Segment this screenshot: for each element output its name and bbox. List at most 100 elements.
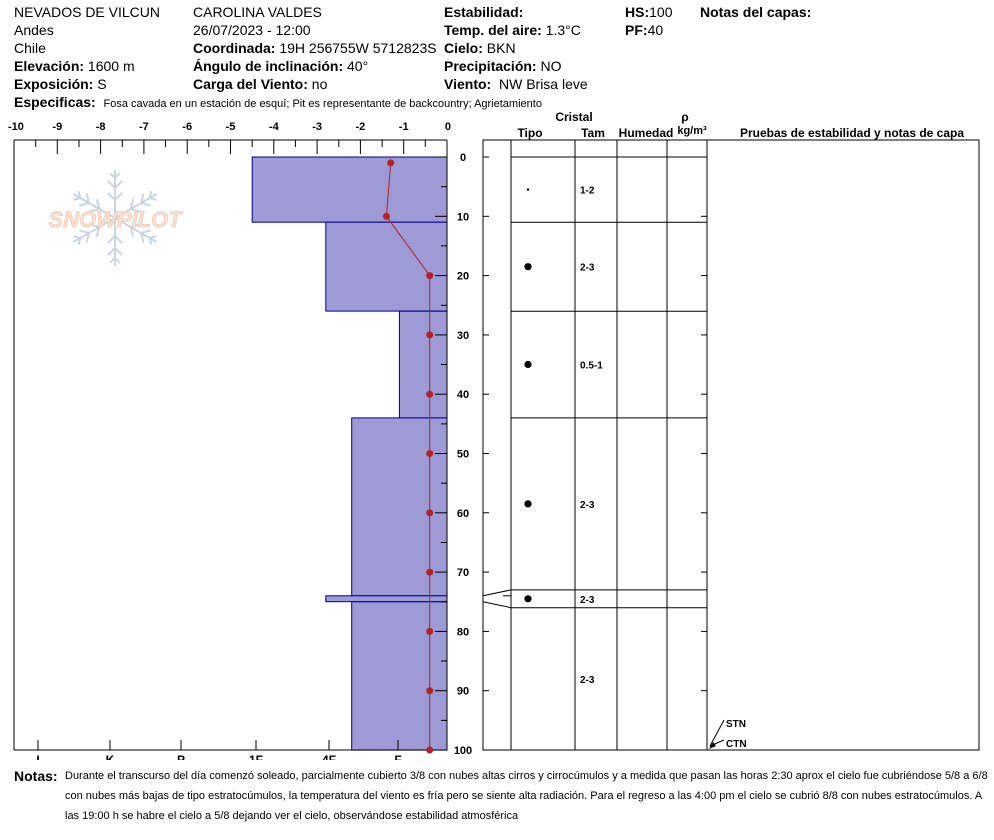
logo-flake-branch bbox=[149, 235, 157, 239]
hardness-tick-label: P bbox=[177, 753, 185, 760]
specifics: Especificas: Fosa cavada en un estación … bbox=[14, 94, 542, 110]
logo-flake-branch bbox=[85, 193, 90, 204]
pf-label: PF: bbox=[625, 22, 648, 38]
grain-size-label: 0.5-1 bbox=[580, 361, 603, 372]
hs-value: 100 bbox=[649, 4, 673, 20]
grain-type-symbol bbox=[524, 595, 532, 603]
logo-flake-branch bbox=[148, 190, 153, 199]
grain-type-symbol bbox=[524, 360, 532, 369]
sky-cover: Cielo: BKN bbox=[444, 40, 516, 56]
temp-tick-label: -5 bbox=[226, 121, 236, 133]
elevation: Elevación: 1600 m bbox=[14, 58, 135, 74]
logo-flake-branch bbox=[89, 223, 100, 228]
logo-flake-branch bbox=[140, 193, 145, 204]
observation-datetime: 26/07/2023 - 12:00 bbox=[193, 22, 311, 38]
logo-flake-branch bbox=[107, 192, 116, 201]
elevation-label: Elevación: bbox=[14, 58, 85, 74]
hardness-bar bbox=[351, 601, 448, 751]
incline-label: Ángulo de inclinación: bbox=[193, 58, 344, 74]
logo-flake-branch bbox=[140, 202, 151, 207]
depth-tick-label: 100 bbox=[454, 745, 472, 757]
coordinates: Coordinada: 19H 256755W 5712823S bbox=[193, 40, 437, 56]
temp-tick-label: -8 bbox=[96, 121, 106, 133]
temperature-point bbox=[426, 627, 434, 635]
logo-flake-branch bbox=[95, 226, 101, 237]
temp-tick-label: -9 bbox=[52, 121, 62, 133]
logo-text: SNOWPILOT bbox=[48, 207, 183, 232]
depth-tick-label: 80 bbox=[457, 626, 469, 638]
sky-value: BKN bbox=[486, 40, 516, 56]
incline-value: 40° bbox=[347, 58, 369, 74]
precip-value: NO bbox=[540, 58, 562, 74]
depth-tick-label: 30 bbox=[457, 330, 469, 342]
logo-flake-branch bbox=[79, 202, 90, 207]
country: Chile bbox=[14, 40, 46, 56]
temperature-point bbox=[426, 687, 434, 695]
wind-value: NW Brisa leve bbox=[498, 76, 588, 92]
col-header-humedad: Humedad bbox=[619, 126, 674, 140]
snow-height: HS:100 bbox=[625, 4, 672, 20]
specifics-label: Especificas: bbox=[14, 94, 96, 110]
logo-flake-branch bbox=[109, 257, 116, 264]
depth-tick-label: 70 bbox=[457, 567, 469, 579]
temp-tick-label: -3 bbox=[312, 121, 322, 133]
hardness-tick-label: I bbox=[36, 753, 39, 760]
logo-flake-branch bbox=[114, 180, 123, 189]
temp-tick-label: 0 bbox=[445, 121, 451, 133]
logo-flake-branch bbox=[107, 235, 116, 244]
aspect-label: Exposición: bbox=[14, 76, 94, 92]
stability: Estabilidad: bbox=[444, 4, 523, 20]
logo-flake-branch bbox=[140, 232, 145, 243]
depth-tick-label: 10 bbox=[457, 211, 469, 223]
hardness-tick-label: 1F bbox=[249, 753, 263, 760]
temperature-point bbox=[387, 159, 395, 167]
wind: Viento: NW Brisa leve bbox=[444, 76, 588, 92]
temperature-point bbox=[426, 272, 434, 280]
elevation-value: 1600 m bbox=[87, 58, 135, 74]
snow-profile-chart: SNOWPILOT -10 -9 -8 -7 -6 -5 -4 -3 -2 -1 0 0102030… bbox=[8, 110, 980, 760]
logo-flake-branch bbox=[79, 229, 90, 234]
notes-label: Notas: bbox=[14, 768, 58, 784]
logo-flake-branch bbox=[130, 223, 141, 228]
layer-notes-heading: Notas del capas: bbox=[700, 4, 812, 20]
logo-flake-branch bbox=[73, 235, 81, 239]
aspect: Exposición: S bbox=[14, 76, 107, 92]
airtemp-label: Temp. del aire: bbox=[444, 22, 542, 38]
notes-text: Durante el transcurso del día comenzó so… bbox=[65, 770, 988, 822]
wind-label: Viento: bbox=[444, 76, 492, 92]
grain-size-label: 2-3 bbox=[580, 263, 595, 274]
test-arrow-head bbox=[709, 742, 716, 749]
grain-size-label: 2-3 bbox=[580, 595, 595, 606]
logo-flake-branch bbox=[73, 197, 81, 201]
col-header-tests: Pruebas de estabilidad y notas de capa bbox=[740, 126, 964, 140]
depth-tick-label: 0 bbox=[460, 152, 466, 164]
temp-tick-label: -4 bbox=[269, 121, 280, 133]
depth-tick-label: 60 bbox=[457, 508, 469, 520]
logo-flake-branch bbox=[148, 237, 153, 246]
hardness-bar bbox=[398, 310, 448, 419]
logo-flake-branch bbox=[114, 172, 121, 179]
grain-size-label: 2-3 bbox=[580, 675, 595, 686]
sky-label: Cielo: bbox=[444, 40, 483, 56]
logo-flake-branch bbox=[130, 208, 141, 213]
col-header-tipo: Tipo bbox=[517, 126, 542, 140]
logo-flake-branch bbox=[107, 180, 116, 189]
logo-flake-branch bbox=[114, 257, 121, 264]
temperature-point bbox=[426, 509, 434, 517]
hardness-bar bbox=[325, 595, 448, 603]
penetration-foot: PF:40 bbox=[625, 22, 663, 38]
depth-tick-label: 50 bbox=[457, 449, 469, 461]
grain-type-symbol bbox=[524, 263, 532, 271]
grain-type-symbol bbox=[524, 500, 532, 508]
temp-tick-label: -1 bbox=[399, 121, 409, 133]
wind-load-value: no bbox=[311, 76, 328, 92]
logo-flake-branch bbox=[77, 237, 82, 246]
wind-load-label: Carga del Viento: bbox=[193, 76, 308, 92]
hardness-bar bbox=[351, 417, 448, 597]
thin-layer-connector bbox=[482, 601, 512, 609]
col-header-density-unit: kg/m³ bbox=[677, 125, 707, 137]
slope-angle: Ángulo de inclinación: 40° bbox=[193, 58, 368, 74]
stability-label: Estabilidad: bbox=[444, 4, 524, 20]
test-label: STN bbox=[726, 719, 746, 730]
logo-flake-branch bbox=[149, 197, 157, 201]
